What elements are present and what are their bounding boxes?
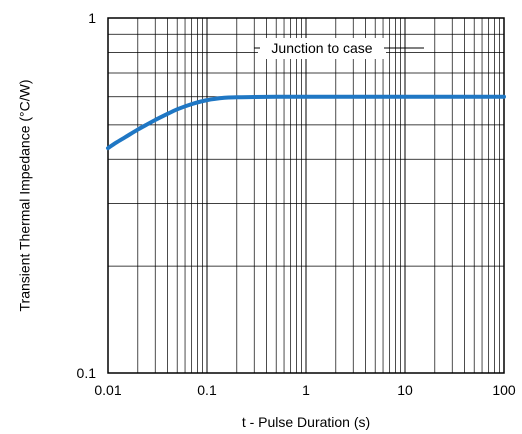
x-axis-label: t - Pulse Duration (s) bbox=[242, 414, 370, 430]
plot-frame bbox=[107, 17, 505, 374]
x-tick-label: 10 bbox=[397, 382, 413, 398]
y-tick-label: 0.1 bbox=[77, 365, 97, 381]
x-tick-label: 0.1 bbox=[197, 382, 217, 398]
y-axis-label: Transient Thermal Impedance (°C/W) bbox=[17, 79, 33, 311]
annotation-junction-to-case: Junction to case bbox=[271, 40, 372, 56]
x-tick-label: 0.01 bbox=[94, 382, 121, 398]
grid-lines bbox=[107, 18, 504, 374]
x-tick-label: 100 bbox=[492, 382, 516, 398]
x-tick-label: 1 bbox=[302, 382, 310, 398]
annotation-background bbox=[258, 38, 386, 59]
y-tick-label: 1 bbox=[88, 10, 96, 26]
series-line-junction-to-case bbox=[106, 94, 506, 151]
